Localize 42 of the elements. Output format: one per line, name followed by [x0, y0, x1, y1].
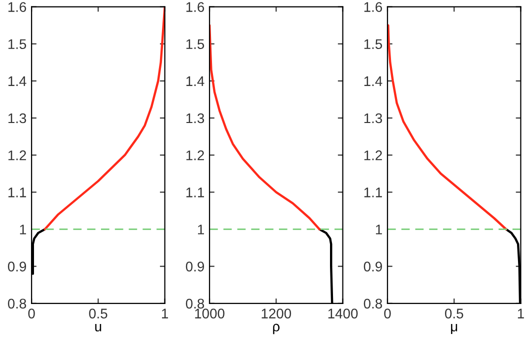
y-tick-label: 0.9 — [8, 262, 26, 272]
x-tick-label: 1 — [162, 308, 168, 318]
line-series — [210, 24, 321, 230]
y-tick-label: 1.4 — [186, 76, 204, 86]
y-tick-label: 1.5 — [364, 39, 382, 50]
line-series — [387, 24, 508, 230]
y-tick-label: 1.6 — [8, 2, 26, 12]
y-tick-label: 1.6 — [186, 2, 204, 12]
y-tick-label: 1.1 — [8, 188, 26, 198]
x-tick-label: 0.5 — [445, 308, 464, 318]
x-tick-label: 1200 — [262, 308, 292, 318]
y-tick-label: 1 — [198, 224, 204, 234]
x-tick-label: 0 — [28, 308, 35, 318]
y-tick-label: 0.8 — [186, 298, 204, 309]
x-axis-title: u — [95, 324, 102, 332]
x-axis-title: μ — [451, 324, 458, 334]
y-tick-label: 1.4 — [364, 76, 382, 86]
y-tick-label: 0.9 — [364, 262, 382, 272]
y-tick-label: 1.2 — [364, 150, 382, 160]
y-tick-label: 1 — [376, 224, 382, 234]
y-tick-label: 1.3 — [8, 113, 26, 124]
y-tick-label: 1.3 — [186, 113, 204, 124]
y-tick-label: 1.4 — [8, 76, 26, 86]
y-tick-label: 1.2 — [8, 150, 26, 160]
x-tick-label: 1000 — [195, 308, 224, 318]
y-tick-label: 1.6 — [364, 2, 382, 12]
y-tick-label: 1.5 — [8, 39, 26, 50]
y-tick-label: 0.8 — [8, 298, 26, 309]
x-tick-label: 0.5 — [89, 308, 108, 318]
x-tick-label: 1400 — [328, 308, 358, 318]
y-tick-label: 1.1 — [186, 188, 204, 198]
x-tick-label: 0 — [384, 308, 391, 318]
y-tick-label: 1 — [20, 224, 26, 234]
y-tick-label: 1.1 — [364, 188, 382, 198]
y-tick-label: 1.2 — [186, 150, 204, 160]
y-tick-label: 1.5 — [186, 39, 204, 50]
line-series — [44, 6, 165, 230]
y-tick-label: 0.8 — [364, 298, 382, 309]
y-tick-label: 1.3 — [364, 113, 382, 124]
x-axis-title: ρ — [273, 324, 280, 334]
y-tick-label: 0.9 — [186, 262, 204, 272]
x-tick-label: 1 — [518, 308, 524, 318]
